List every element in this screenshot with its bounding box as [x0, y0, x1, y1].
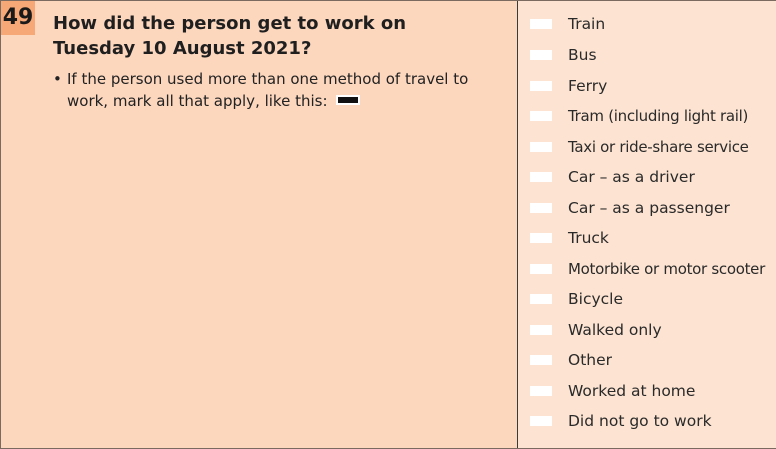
option-label: Did not go to work — [568, 412, 712, 430]
checkbox[interactable] — [530, 264, 552, 274]
question-number: 49 — [1, 1, 35, 35]
option-label: Car – as a driver — [568, 168, 695, 186]
instruction-note: • If the person used more than one metho… — [53, 68, 493, 112]
checkbox[interactable] — [530, 50, 552, 60]
checkbox[interactable] — [530, 294, 552, 304]
checkbox[interactable] — [530, 416, 552, 426]
option-label: Other — [568, 351, 613, 369]
bullet-icon: • — [53, 70, 62, 88]
option-label: Car – as a passenger — [568, 199, 730, 217]
option-label: Taxi or ride-share service — [568, 138, 749, 156]
option-ferry[interactable]: Ferry — [518, 71, 776, 101]
option-walked-only[interactable]: Walked only — [518, 315, 776, 345]
question-text-line2: Tuesday 10 August 2021? — [53, 38, 312, 59]
checkbox[interactable] — [530, 81, 552, 91]
option-label: Truck — [568, 229, 609, 247]
question-text: How did the person get to work on Tuesda… — [53, 11, 493, 61]
option-did-not-go-to-work[interactable]: Did not go to work — [518, 406, 776, 436]
checkbox[interactable] — [530, 19, 552, 29]
checkbox[interactable] — [530, 203, 552, 213]
option-train[interactable]: Train — [518, 9, 776, 39]
instruction-line2: work, mark all that apply, like this: — [67, 92, 328, 110]
option-label: Worked at home — [568, 382, 696, 400]
checkbox[interactable] — [530, 172, 552, 182]
checkbox[interactable] — [530, 111, 552, 121]
option-taxi-rideshare[interactable]: Taxi or ride-share service — [518, 132, 776, 162]
option-label: Bicycle — [568, 290, 623, 308]
checkbox[interactable] — [530, 386, 552, 396]
option-label: Motorbike or motor scooter — [568, 260, 765, 278]
option-truck[interactable]: Truck — [518, 223, 776, 253]
instruction-line2-wrap: work, mark all that apply, like this: — [53, 90, 493, 112]
question-panel: 49 How did the person get to work on Tue… — [1, 1, 517, 448]
option-motorbike[interactable]: Motorbike or motor scooter — [518, 254, 776, 284]
checkbox[interactable] — [530, 233, 552, 243]
option-tram[interactable]: Tram (including light rail) — [518, 101, 776, 131]
option-label: Tram (including light rail) — [568, 107, 749, 125]
checkbox[interactable] — [530, 142, 552, 152]
sample-mark-icon — [335, 94, 360, 105]
option-bus[interactable]: Bus — [518, 40, 776, 70]
option-label: Train — [568, 15, 606, 33]
option-car-driver[interactable]: Car – as a driver — [518, 162, 776, 192]
option-bicycle[interactable]: Bicycle — [518, 284, 776, 314]
checkbox[interactable] — [530, 355, 552, 365]
option-label: Ferry — [568, 77, 608, 95]
instruction-line1: If the person used more than one method … — [67, 70, 469, 88]
option-worked-at-home[interactable]: Worked at home — [518, 376, 776, 406]
question-text-line1: How did the person get to work on — [53, 13, 407, 34]
option-label: Walked only — [568, 321, 662, 339]
checkbox[interactable] — [530, 325, 552, 335]
options-panel: Train Bus Ferry Tram (including light ra… — [517, 1, 776, 448]
option-other[interactable]: Other — [518, 345, 776, 375]
option-car-passenger[interactable]: Car – as a passenger — [518, 193, 776, 223]
option-label: Bus — [568, 46, 597, 64]
